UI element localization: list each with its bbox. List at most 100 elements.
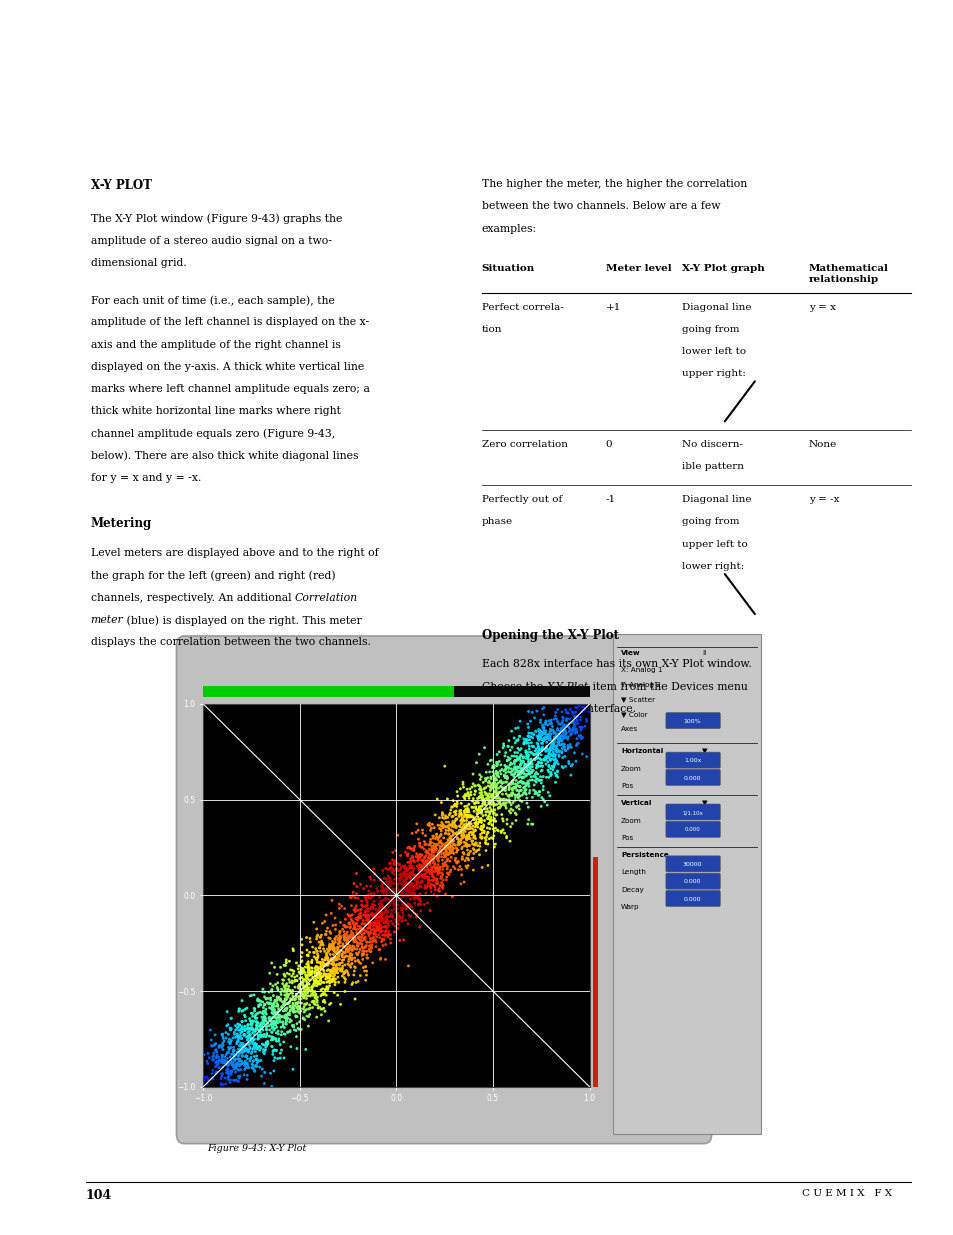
Point <box>295 962 311 982</box>
Point <box>536 729 551 748</box>
Point <box>528 721 543 741</box>
Point <box>224 1062 239 1082</box>
Point <box>491 788 506 808</box>
Text: thick white horizontal line marks where right: thick white horizontal line marks where … <box>91 406 340 416</box>
Point <box>507 774 522 794</box>
Point <box>233 1023 248 1042</box>
Point <box>429 860 444 879</box>
Point <box>342 927 357 947</box>
Point <box>327 947 342 967</box>
Point <box>323 971 338 990</box>
Point <box>259 1031 274 1051</box>
Point <box>405 841 420 861</box>
Point <box>573 726 588 746</box>
Point <box>503 760 518 779</box>
Point <box>250 1013 265 1032</box>
Point <box>533 767 548 787</box>
Point <box>395 863 411 883</box>
Point <box>294 962 310 982</box>
Point <box>255 1040 271 1060</box>
Point <box>443 826 458 846</box>
Point <box>500 779 516 799</box>
Point <box>265 1014 280 1034</box>
Point <box>350 888 365 908</box>
Point <box>396 879 412 899</box>
Point <box>345 936 360 956</box>
Point <box>418 878 434 898</box>
Point <box>375 868 391 888</box>
Point <box>496 778 511 798</box>
Point <box>311 952 326 972</box>
Point <box>232 999 247 1019</box>
Point <box>355 927 370 947</box>
Point <box>443 800 458 820</box>
Point <box>537 748 553 768</box>
Point <box>426 876 441 895</box>
Point <box>262 1020 277 1040</box>
Point <box>417 842 433 862</box>
Point <box>551 724 566 743</box>
Point <box>478 788 494 808</box>
Point <box>294 983 310 1003</box>
Point <box>402 837 417 857</box>
Point <box>351 934 366 953</box>
Point <box>446 795 461 815</box>
Point <box>291 999 306 1019</box>
Point <box>322 939 337 958</box>
Point <box>366 921 381 941</box>
Point <box>454 826 469 846</box>
Point <box>254 1008 270 1028</box>
Point <box>259 988 274 1008</box>
Point <box>520 764 536 784</box>
Point <box>475 805 490 825</box>
Point <box>243 1031 258 1051</box>
Point <box>497 746 512 766</box>
Point <box>254 1003 270 1023</box>
Point <box>537 721 552 741</box>
Point <box>456 805 472 825</box>
Point <box>340 951 355 971</box>
Point <box>226 1037 241 1057</box>
Point <box>520 752 536 772</box>
Point <box>424 844 439 863</box>
Point <box>231 1067 246 1087</box>
Point <box>569 710 584 730</box>
Point <box>231 1031 246 1051</box>
Point <box>350 908 365 927</box>
Point <box>476 793 492 813</box>
Point <box>430 881 445 900</box>
Point <box>403 897 418 916</box>
Point <box>266 993 281 1013</box>
Point <box>328 972 343 992</box>
Point <box>430 835 445 855</box>
Point <box>374 908 389 927</box>
Point <box>282 1021 297 1041</box>
Point <box>436 839 452 858</box>
Point <box>537 721 553 741</box>
Point <box>525 814 540 834</box>
Point <box>249 1050 264 1070</box>
Point <box>253 1023 268 1042</box>
Point <box>500 750 516 769</box>
Point <box>419 893 435 913</box>
Point <box>535 734 550 753</box>
Point <box>282 1009 297 1029</box>
Point <box>553 730 568 750</box>
Point <box>268 1005 283 1025</box>
Point <box>474 789 489 809</box>
Point <box>197 1067 213 1087</box>
Point <box>309 1008 324 1028</box>
Point <box>521 736 537 756</box>
Point <box>511 747 526 767</box>
Point <box>437 823 453 842</box>
Point <box>320 968 335 988</box>
Point <box>264 1008 279 1028</box>
Point <box>298 981 314 1000</box>
Point <box>471 745 486 764</box>
Point <box>333 936 348 956</box>
Point <box>550 729 565 748</box>
Point <box>293 1002 308 1021</box>
Point <box>294 972 309 992</box>
Point <box>306 947 321 967</box>
Point <box>463 782 478 802</box>
